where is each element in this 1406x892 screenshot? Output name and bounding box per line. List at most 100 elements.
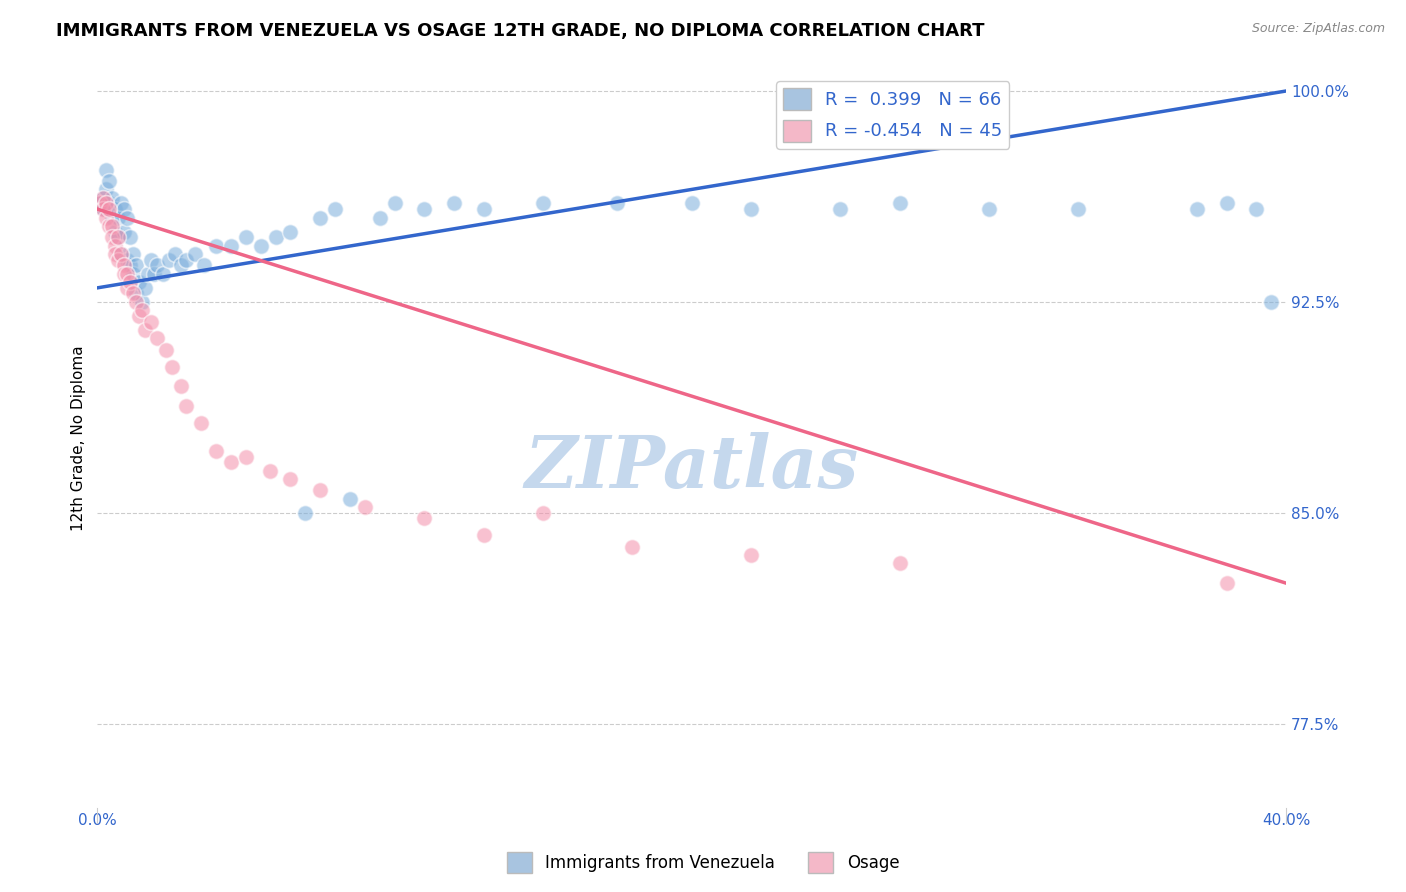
Point	[139, 315, 162, 329]
Point	[472, 528, 495, 542]
Point	[142, 267, 165, 281]
Text: IMMIGRANTS FROM VENEZUELA VS OSAGE 12TH GRADE, NO DIPLOMA CORRELATION CHART: IMMIGRANTS FROM VENEZUELA VS OSAGE 12TH …	[56, 22, 984, 40]
Point	[249, 238, 271, 252]
Point	[1260, 294, 1282, 309]
Point	[280, 472, 302, 486]
Point	[1244, 202, 1267, 216]
Point	[125, 294, 148, 309]
Point	[740, 202, 762, 216]
Point	[104, 238, 127, 252]
Point	[235, 450, 257, 464]
Point	[169, 379, 191, 393]
Point	[681, 196, 703, 211]
Point	[531, 506, 554, 520]
Point	[98, 174, 121, 188]
Point	[368, 211, 391, 225]
Y-axis label: 12th Grade, No Diploma: 12th Grade, No Diploma	[72, 345, 86, 531]
Point	[115, 211, 138, 225]
Point	[107, 211, 129, 225]
Point	[264, 230, 287, 244]
Point	[91, 191, 114, 205]
Legend: R =  0.399   N = 66, R = -0.454   N = 45: R = 0.399 N = 66, R = -0.454 N = 45	[776, 81, 1010, 149]
Point	[339, 491, 361, 506]
Point	[830, 202, 852, 216]
Point	[91, 202, 114, 216]
Point	[205, 238, 228, 252]
Point	[89, 196, 111, 211]
Point	[98, 202, 121, 216]
Point	[125, 286, 148, 301]
Point	[309, 483, 332, 498]
Point	[219, 455, 242, 469]
Point	[107, 252, 129, 267]
Point	[101, 191, 124, 205]
Point	[977, 202, 1000, 216]
Point	[294, 506, 316, 520]
Point	[205, 444, 228, 458]
Point	[112, 267, 135, 281]
Point	[889, 196, 911, 211]
Point	[96, 196, 118, 211]
Point	[323, 202, 346, 216]
Point	[115, 252, 138, 267]
Point	[112, 202, 135, 216]
Point	[1215, 576, 1237, 591]
Point	[128, 275, 150, 289]
Point	[136, 267, 159, 281]
Point	[134, 323, 156, 337]
Point	[104, 202, 127, 216]
Point	[160, 359, 183, 374]
Point	[122, 286, 145, 301]
Point	[131, 294, 153, 309]
Point	[118, 275, 141, 289]
Point	[89, 196, 111, 211]
Point	[96, 211, 118, 225]
Point	[128, 309, 150, 323]
Point	[152, 267, 174, 281]
Text: Source: ZipAtlas.com: Source: ZipAtlas.com	[1251, 22, 1385, 36]
Point	[353, 500, 375, 515]
Point	[112, 258, 135, 272]
Point	[163, 247, 186, 261]
Point	[139, 252, 162, 267]
Point	[1067, 202, 1090, 216]
Point	[110, 247, 132, 261]
Point	[1185, 202, 1208, 216]
Point	[384, 196, 406, 211]
Point	[1215, 196, 1237, 211]
Point	[193, 258, 215, 272]
Point	[101, 211, 124, 225]
Point	[91, 191, 114, 205]
Point	[101, 219, 124, 233]
Point	[131, 303, 153, 318]
Point	[309, 211, 332, 225]
Point	[190, 416, 212, 430]
Point	[96, 182, 118, 196]
Point	[146, 258, 169, 272]
Point	[443, 196, 465, 211]
Point	[169, 258, 191, 272]
Point	[176, 399, 198, 413]
Point	[472, 202, 495, 216]
Point	[157, 252, 180, 267]
Point	[184, 247, 207, 261]
Point	[104, 247, 127, 261]
Point	[101, 230, 124, 244]
Point	[413, 511, 436, 525]
Point	[146, 331, 169, 345]
Point	[125, 258, 148, 272]
Point	[122, 267, 145, 281]
Text: ZIPatlas: ZIPatlas	[524, 433, 859, 503]
Point	[219, 238, 242, 252]
Point	[122, 247, 145, 261]
Point	[531, 196, 554, 211]
Point	[112, 225, 135, 239]
Point	[606, 196, 628, 211]
Point	[280, 225, 302, 239]
Point	[98, 196, 121, 211]
Point	[110, 247, 132, 261]
Point	[91, 202, 114, 216]
Point	[118, 230, 141, 244]
Point	[155, 343, 177, 357]
Point	[115, 281, 138, 295]
